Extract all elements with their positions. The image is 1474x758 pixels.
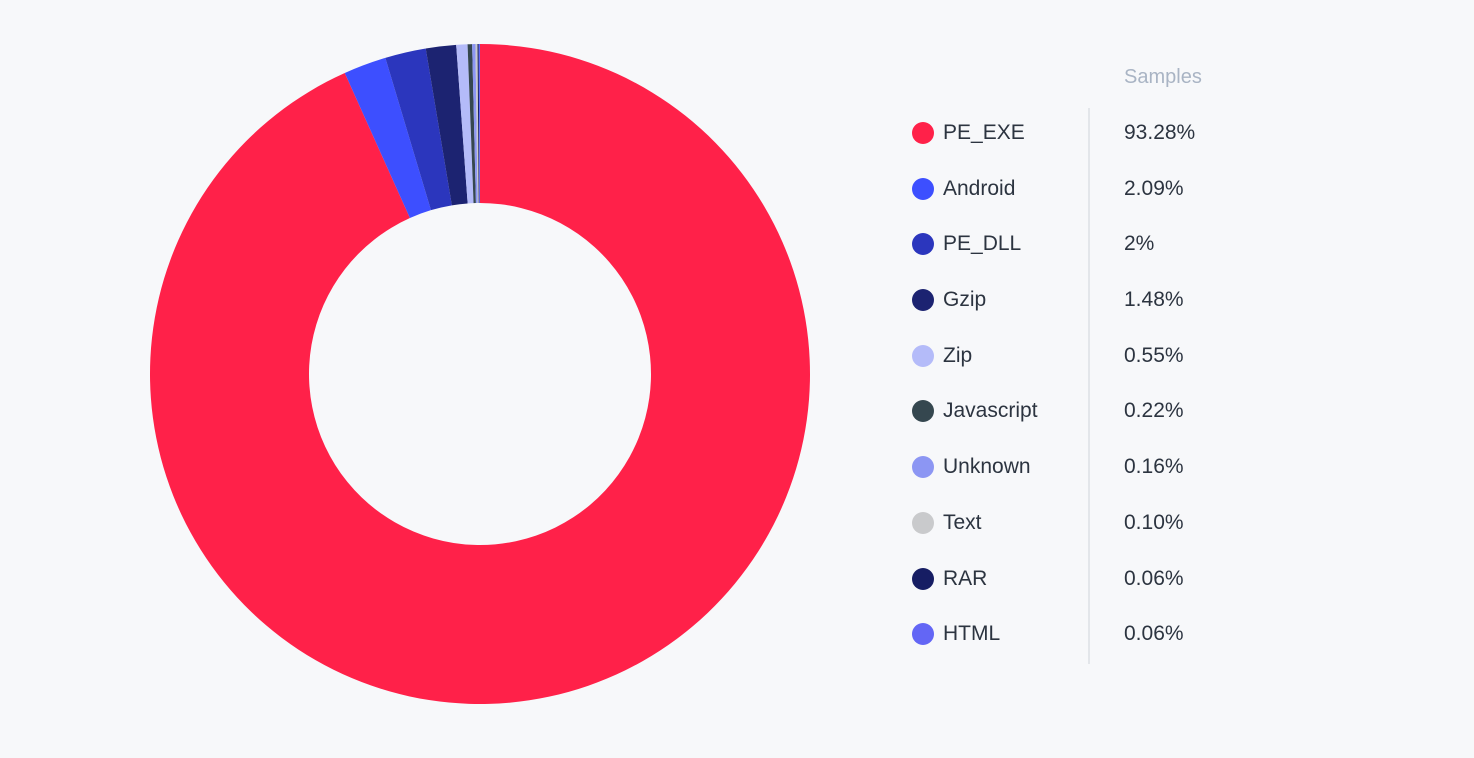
legend-item-javascript[interactable]: Javascript 0.22% <box>912 384 1232 440</box>
legend-label: Javascript <box>943 399 1038 423</box>
legend-swatch <box>912 177 934 200</box>
legend-value: 93.28% <box>1124 121 1196 144</box>
legend-item-rar[interactable]: RAR 0.06% <box>912 552 1232 608</box>
legend: PE_EXE 93.28% Android 2.09% PE_DLL 2% Gzip 1.48… <box>912 106 1232 663</box>
legend-item-unknown[interactable]: Unknown 0.16% <box>912 440 1232 496</box>
slice-zip[interactable] <box>456 44 474 204</box>
legend-item-android[interactable]: Android 2.09% <box>912 162 1232 218</box>
legend-label: Unknown <box>943 455 1031 479</box>
slice-unknown[interactable] <box>472 44 478 204</box>
legend-value: 0.10% <box>1124 510 1184 534</box>
legend-label: Android <box>943 176 1016 200</box>
legend-swatch <box>912 344 934 367</box>
legend-swatch <box>912 122 934 144</box>
legend-swatch <box>912 567 934 590</box>
legend-value: 0.06% <box>1124 622 1184 646</box>
legend-value: 0.06% <box>1124 566 1184 590</box>
legend-divider <box>1088 108 1090 664</box>
legend-value: 0.22% <box>1124 399 1184 423</box>
legend-label: PE_EXE <box>943 121 1025 144</box>
legend-value: 0.16% <box>1124 455 1184 479</box>
slice-html[interactable] <box>478 44 480 204</box>
legend-label: Zip <box>943 343 973 367</box>
legend-label: HTML <box>943 622 1001 646</box>
legend-item-gzip[interactable]: Gzip 1.48% <box>912 273 1232 329</box>
slice-pe-dll[interactable] <box>385 48 452 211</box>
legend-item-text[interactable]: Text 0.10% <box>912 496 1232 552</box>
slice-javascript[interactable] <box>467 44 476 204</box>
legend-value: 1.48% <box>1124 288 1184 312</box>
legend-header: Samples <box>1124 66 1202 88</box>
slice-gzip[interactable] <box>425 44 468 206</box>
legend-value: 2.09% <box>1124 176 1184 200</box>
slice-android[interactable] <box>344 57 431 219</box>
slice-pe-exe[interactable] <box>150 44 811 705</box>
slice-rar[interactable] <box>477 44 480 204</box>
legend-swatch <box>912 400 934 423</box>
slice-text[interactable] <box>475 44 479 204</box>
legend-swatch <box>912 623 934 646</box>
legend-label: Gzip <box>943 288 987 312</box>
legend-swatch <box>912 289 934 312</box>
legend-swatch <box>912 511 934 534</box>
legend-item-pe-dll[interactable]: PE_DLL 2% <box>912 217 1232 273</box>
legend-item-html[interactable]: HTML 0.06% <box>912 607 1232 663</box>
legend-value: 0.55% <box>1124 343 1184 367</box>
legend-swatch <box>912 233 934 256</box>
legend-value: 2% <box>1124 232 1155 256</box>
legend-swatch <box>912 456 934 479</box>
legend-item-pe-exe[interactable]: PE_EXE 93.28% <box>912 106 1232 162</box>
legend-label: PE_DLL <box>943 232 1022 256</box>
legend-item-zip[interactable]: Zip 0.55% <box>912 329 1232 385</box>
legend-label: Text <box>943 510 982 534</box>
legend-label: RAR <box>943 566 988 590</box>
